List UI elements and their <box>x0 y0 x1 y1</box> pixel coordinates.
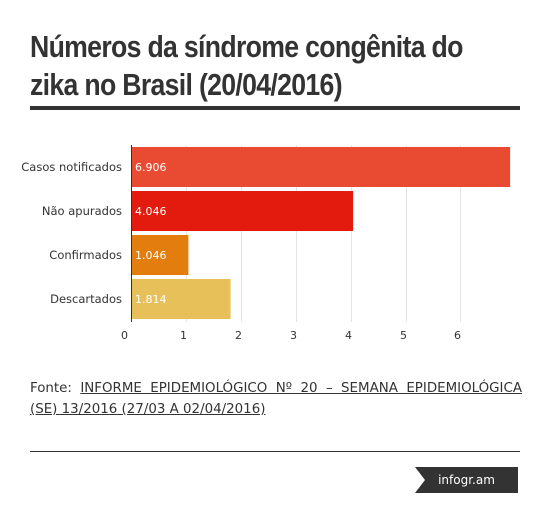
bar <box>132 235 189 275</box>
bar <box>132 191 354 231</box>
category-label: Confirmados <box>49 248 122 262</box>
bar-value-label: 1.814 <box>135 293 167 306</box>
chart-title: Números da síndrome congênita do zika no… <box>30 28 463 104</box>
bar-value-label: 6.906 <box>135 161 167 174</box>
source-note: Fonte: INFORME EPIDEMIOLÓGICO Nº 20 – SE… <box>30 378 522 420</box>
x-tick-label: 4 <box>345 329 352 342</box>
footer-divider <box>30 451 520 452</box>
x-tick-label: 2 <box>235 329 242 342</box>
x-tick-label: 5 <box>400 329 407 342</box>
bar-value-label: 4.046 <box>135 205 167 218</box>
infogram-label: infogr.am <box>438 473 495 487</box>
source-link[interactable]: INFORME EPIDEMIOLÓGICO Nº 20 – SEMANA EP… <box>30 381 522 417</box>
x-tick-label: 6 <box>454 329 461 342</box>
chart-title-line-1: Números da síndrome congênita do <box>30 29 463 64</box>
source-prefix: Fonte: <box>30 381 81 396</box>
infogram-badge[interactable]: infogr.am <box>415 467 518 493</box>
bar <box>132 279 231 319</box>
bar <box>132 147 511 187</box>
category-label: Descartados <box>50 292 122 306</box>
bar-value-label: 1.046 <box>135 249 167 262</box>
title-divider <box>30 106 520 110</box>
bar-chart: 0 1 2 3 4 5 6 6.906 Casos notificados 4.046 Não ap… <box>21 145 511 342</box>
badge-shape-icon <box>415 467 518 493</box>
category-label: Não apurados <box>42 204 122 218</box>
category-label: Casos notificados <box>21 160 122 174</box>
x-tick-label: 1 <box>180 329 187 342</box>
chart-title-line-2: zika no Brasil (20/04/2016) <box>30 67 343 102</box>
x-tick-label: 3 <box>290 329 297 342</box>
x-tick-label: 0 <box>121 329 128 342</box>
